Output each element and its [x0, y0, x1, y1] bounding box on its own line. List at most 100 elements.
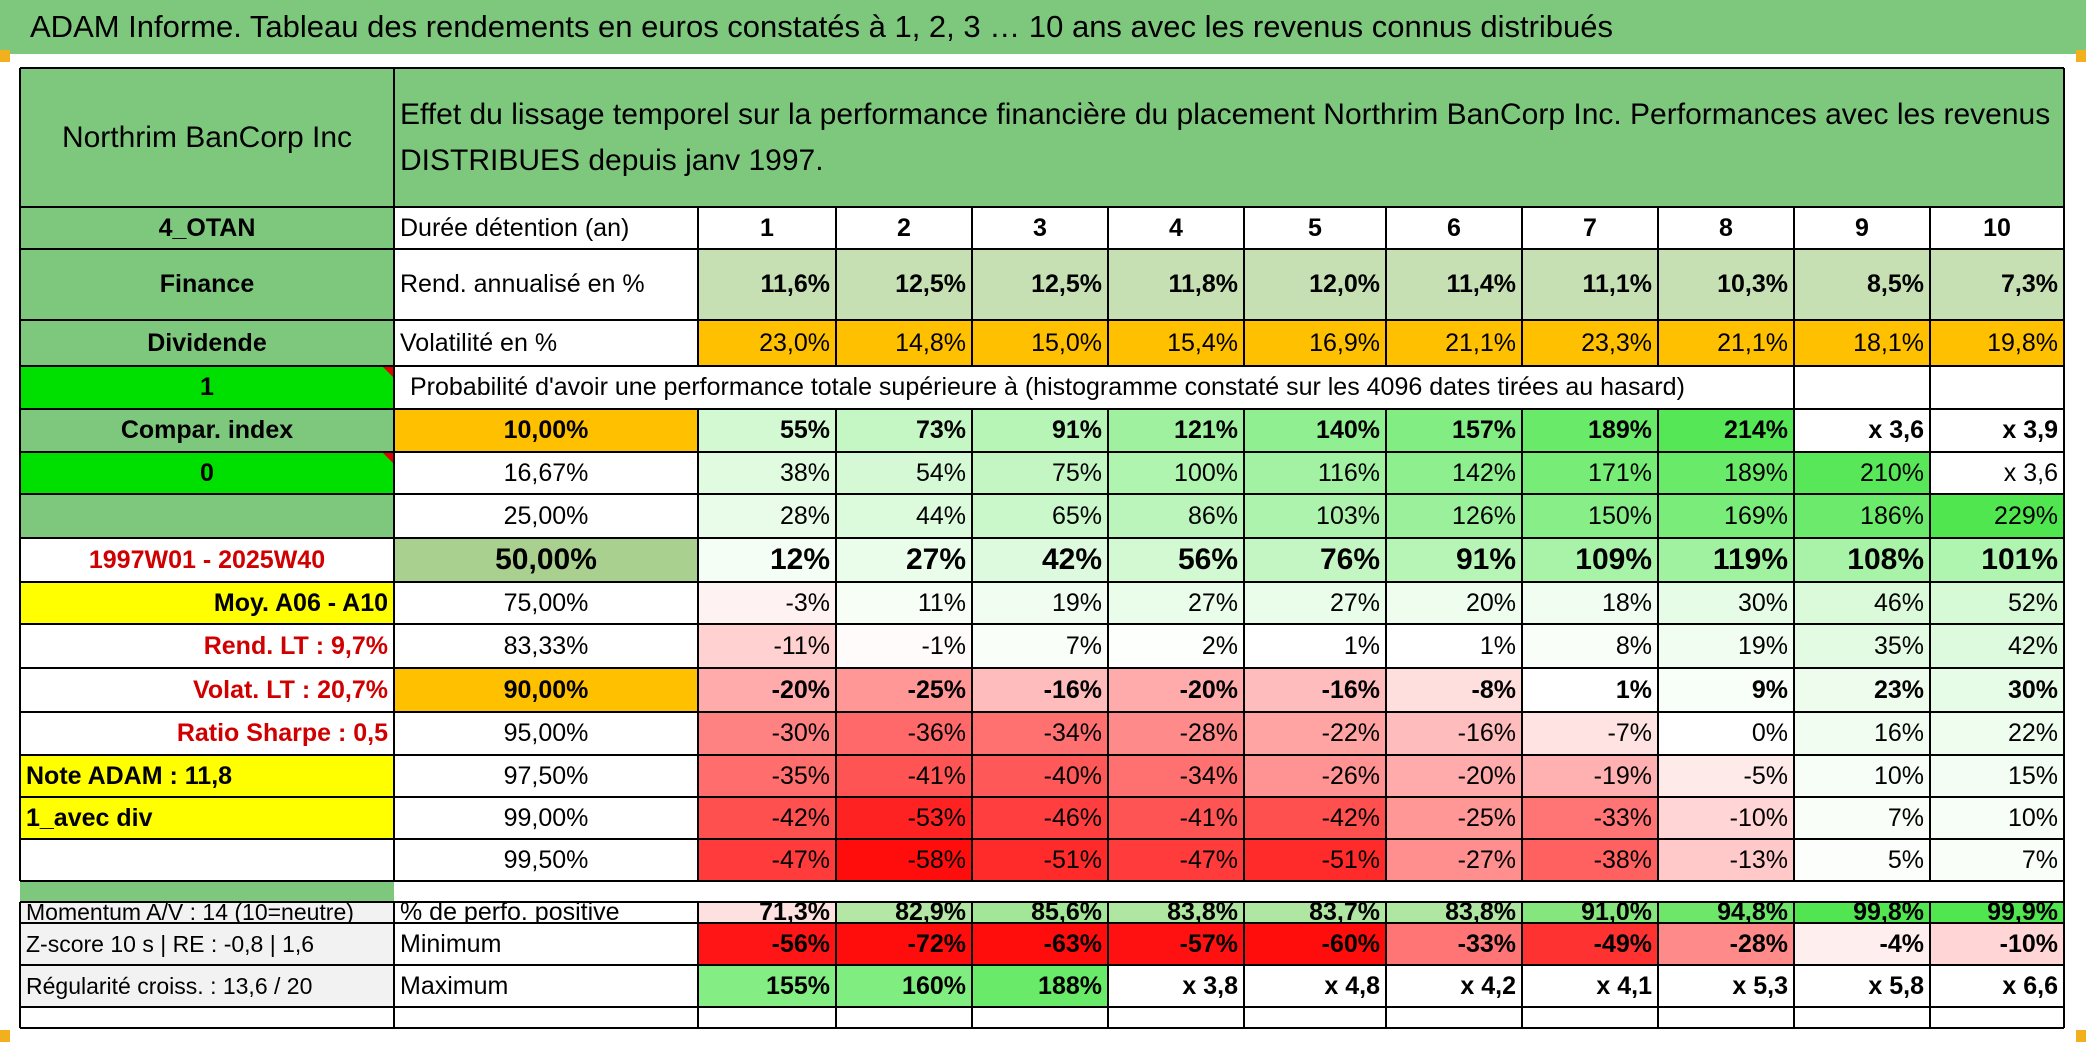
bottom-value: -10%	[1930, 923, 2064, 965]
grid-line	[20, 667, 2064, 669]
percentile-value: 229%	[1930, 494, 2064, 538]
annual-return-value: 12,5%	[972, 249, 1108, 320]
percentile-value: -20%	[698, 668, 836, 712]
percentile-value: 16%	[1794, 712, 1930, 755]
percentile-value: 12%	[698, 538, 836, 582]
percentile-value: -30%	[698, 712, 836, 755]
grid-line	[1929, 366, 1931, 409]
bottom-value: -63%	[972, 923, 1108, 965]
grid-line	[20, 623, 2064, 625]
year-header: 4	[1169, 213, 1183, 242]
grid-line	[1793, 409, 1795, 881]
grid-line	[20, 451, 2064, 453]
percentile-value: 8%	[1522, 624, 1658, 668]
grid-line	[697, 902, 699, 1028]
percentile-value: -42%	[1244, 797, 1386, 839]
percentile-value: -25%	[836, 668, 972, 712]
grid-line	[19, 902, 21, 1028]
percentile-value: -40%	[972, 755, 1108, 797]
percentile-value: 186%	[1794, 494, 1930, 538]
percentile-value: 42%	[1930, 624, 2064, 668]
year-header: 7	[1583, 213, 1597, 242]
percentile-value: -41%	[1108, 797, 1244, 839]
bottom-value: 91,0%	[1522, 902, 1658, 923]
grid-line	[20, 206, 2064, 208]
year-header: 8	[1719, 213, 1733, 242]
percentile-value: 101%	[1930, 538, 2064, 582]
percentile-value: 20%	[1386, 582, 1522, 624]
grid-line	[1929, 902, 1931, 1028]
bottom-value: 82,9%	[836, 902, 972, 923]
comment-marker-icon	[382, 366, 394, 378]
percentile-value: -7%	[1522, 712, 1658, 755]
year-header: 9	[1855, 213, 1869, 242]
left-label: 1997W01 - 2025W40	[20, 538, 394, 582]
percentile-value: 42%	[972, 538, 1108, 582]
percentile-value: 73%	[836, 409, 972, 452]
percentile-value: -51%	[1244, 839, 1386, 881]
percentile-value: -42%	[698, 797, 836, 839]
grid-line	[20, 67, 2064, 69]
left-label: Compar. index	[20, 409, 394, 452]
grid-line	[1657, 409, 1659, 881]
bottom-row-label: Maximum	[400, 971, 509, 1000]
percentile-value: -16%	[1386, 712, 1522, 755]
grid-line	[1793, 366, 1795, 409]
percentile-value: 15%	[1930, 755, 2064, 797]
probability-caption: Probabilité d'avoir une performance tota…	[410, 373, 1685, 401]
edge-marker	[0, 1030, 10, 1042]
percentile-value: -1%	[836, 624, 972, 668]
percentile-value: -47%	[698, 839, 836, 881]
left-label: 1_avec div	[20, 797, 394, 839]
grid-line	[835, 207, 837, 366]
percentile-label: 75,00%	[394, 582, 698, 624]
percentile-value: 142%	[1386, 452, 1522, 494]
volatility-value: 18,1%	[1794, 320, 1930, 366]
bottom-value: x 4,8	[1244, 965, 1386, 1007]
grid-line	[20, 754, 2064, 756]
volatility-value: 21,1%	[1386, 320, 1522, 366]
percentile-value: 119%	[1658, 538, 1794, 582]
percentile-value: 55%	[698, 409, 836, 452]
percentile-value: 56%	[1108, 538, 1244, 582]
bottom-value: x 6,6	[1930, 965, 2064, 1007]
duration-label: Durée détention (an)	[400, 213, 630, 242]
left-label: 1	[20, 366, 394, 409]
bottom-value: -57%	[1108, 923, 1244, 965]
bottom-left-label: Régularité croiss. : 13,6 / 20	[20, 965, 394, 1007]
grid-line	[20, 365, 2064, 367]
volatility-value: 23,3%	[1522, 320, 1658, 366]
grid-line	[1521, 409, 1523, 881]
bottom-value: 83,7%	[1244, 902, 1386, 923]
bottom-left-label: Z-score 10 s | RE : -0,8 | 1,6	[20, 923, 394, 965]
bottom-value: 83,8%	[1108, 902, 1244, 923]
left-label: Volat. LT : 20,7%	[20, 668, 394, 712]
percentile-value: x 3,9	[1930, 409, 2064, 452]
grid-line	[835, 902, 837, 1028]
grid-line	[1107, 409, 1109, 881]
grid-line	[393, 68, 395, 881]
percentile-label: 83,33%	[394, 624, 698, 668]
percentile-label: 97,50%	[394, 755, 698, 797]
left-label: 0	[20, 452, 394, 494]
grid-line	[20, 408, 2064, 410]
bottom-value: -33%	[1386, 923, 1522, 965]
grid-line	[20, 1006, 2064, 1008]
percentile-value: 9%	[1658, 668, 1794, 712]
percentile-value: 108%	[1794, 538, 1930, 582]
percentile-value: 7%	[972, 624, 1108, 668]
bottom-row-label: Minimum	[400, 929, 502, 958]
percentile-value: -47%	[1108, 839, 1244, 881]
bottom-value: 85,6%	[972, 902, 1108, 923]
percentile-value: -3%	[698, 582, 836, 624]
percentile-value: 38%	[698, 452, 836, 494]
percentile-value: 75%	[972, 452, 1108, 494]
bottom-value: x 5,8	[1794, 965, 1930, 1007]
percentile-value: 91%	[1386, 538, 1522, 582]
grid-line	[20, 901, 2064, 903]
percentile-value: -20%	[1386, 755, 1522, 797]
percentile-value: 7%	[1794, 797, 1930, 839]
report-title: ADAM Informe. Tableau des rendements en …	[30, 9, 1614, 44]
percentile-value: -11%	[698, 624, 836, 668]
edge-marker	[2076, 1030, 2086, 1042]
